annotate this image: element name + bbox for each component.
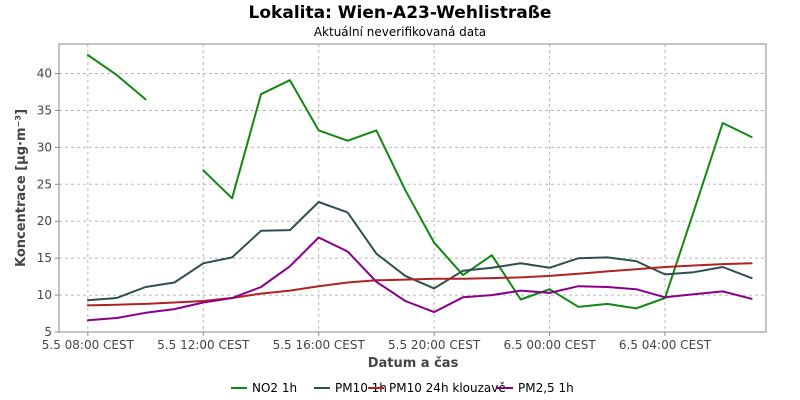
y-axis-label: Koncentrace [µg·m⁻³]	[14, 109, 29, 267]
series-group	[86, 54, 753, 322]
x-tick-label: 5.5 12:00 CEST	[157, 338, 250, 352]
series-line-3	[86, 262, 753, 307]
plot-area-frame	[58, 43, 767, 333]
legend-label: PM2,5 1h	[518, 381, 574, 395]
y-tick-label: 5	[44, 325, 52, 339]
y-tick-label: 15	[37, 251, 52, 265]
y-tick-label: 40	[37, 67, 52, 81]
y-axis: 5 10 15 20 25 30 35 40	[37, 67, 59, 339]
x-tick-label: 5.5 08:00 CEST	[42, 338, 135, 352]
x-axis: 5.5 08:00 CEST 5.5 12:00 CEST 5.5 16:00 CE…	[42, 332, 712, 352]
y-tick-label: 35	[37, 103, 52, 117]
chart-subtitle: Aktuální neverifikovaná data	[314, 25, 486, 39]
x-tick-label: 5.5 16:00 CEST	[273, 338, 366, 352]
y-tick-label: 25	[37, 177, 52, 191]
y-tick-label: 10	[37, 288, 52, 302]
y-tick-label: 20	[37, 214, 52, 228]
legend-label: PM10 24h klouzavě	[389, 381, 506, 395]
legend-label: NO2 1h	[252, 381, 297, 395]
x-axis-label: Datum a čas	[368, 356, 459, 371]
x-tick-label: 6.5 04:00 CEST	[619, 338, 712, 352]
series-line-1	[86, 54, 753, 310]
x-tick-label: 6.5 00:00 CEST	[503, 338, 596, 352]
legend: NO2 1h PM10 1h PM10 24h klouzavě PM2,5 1h	[231, 381, 574, 395]
y-tick-label: 30	[37, 140, 52, 154]
chart-title: Lokalita: Wien-A23-Wehlistraße	[249, 3, 552, 23]
x-tick-label: 5.5 20:00 CEST	[388, 338, 481, 352]
legend-label: PM10 1h	[335, 381, 387, 395]
series-line-2	[86, 201, 753, 302]
grid-lines	[59, 44, 766, 333]
series-line-4	[86, 236, 753, 322]
